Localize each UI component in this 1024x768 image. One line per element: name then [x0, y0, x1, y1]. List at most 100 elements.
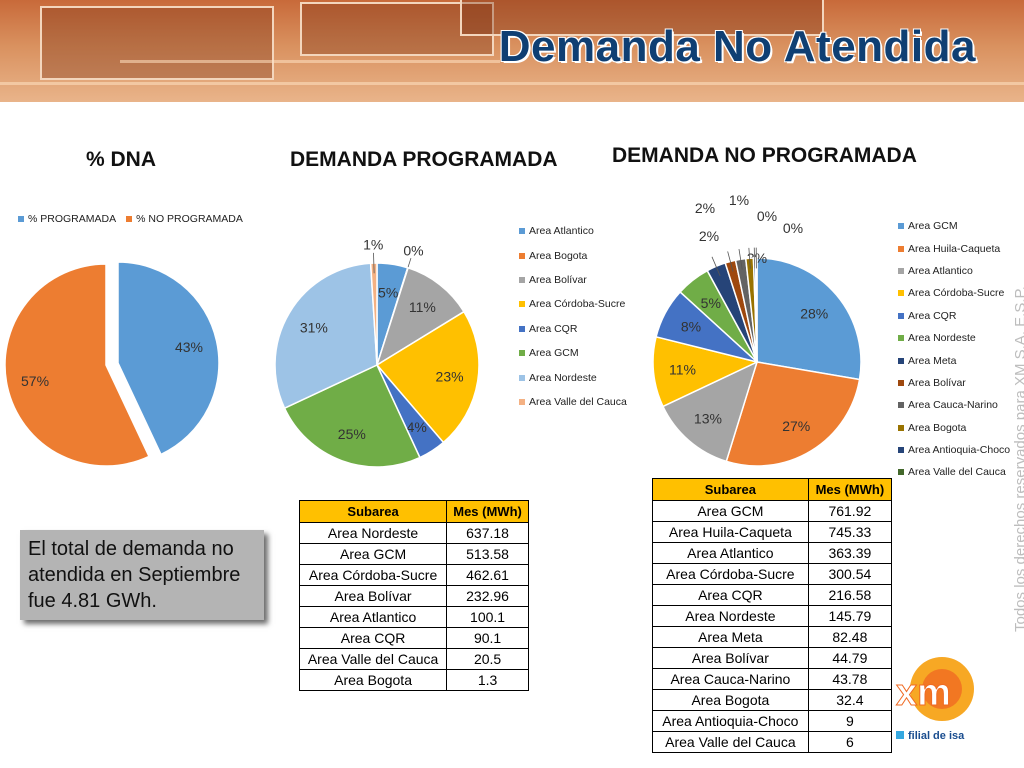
table-cell: Area Atlantico — [652, 542, 809, 564]
header-banner: Demanda No Atendida — [0, 0, 1024, 102]
page-title: Demanda No Atendida — [498, 22, 976, 71]
legend-dna: % PROGRAMADA % NO PROGRAMADA — [18, 212, 243, 226]
pie-data-label: 57% — [21, 373, 49, 389]
table-row: Area Córdoba-Sucre 462.61 — [298, 564, 529, 586]
table-cell: Area Bolívar — [652, 647, 809, 669]
table-row: Area Meta 82.48 — [652, 626, 893, 648]
table-row: Area Nordeste 145.79 — [652, 605, 893, 627]
pie-data-label: 4% — [407, 419, 427, 435]
table-header-row: Subarea Mes (MWh) — [652, 478, 893, 501]
pie-slice-programada — [117, 261, 220, 456]
table-cell: 462.61 — [446, 564, 529, 586]
table-cell: Area Córdoba-Sucre — [298, 564, 448, 586]
legend-swatch — [898, 379, 904, 386]
legend-swatch — [519, 228, 525, 235]
legend-item: Area Antioquia-Choco — [898, 439, 1010, 461]
table-cell: Area Huila-Caqueta — [652, 521, 809, 543]
table-cell: 216.58 — [807, 584, 893, 606]
legend-item: Area Atlantico — [519, 219, 627, 243]
table-cell: Area Bogota — [298, 669, 448, 691]
legend-item: Area Córdoba-Sucre — [898, 282, 1010, 304]
legend-no-programada: Area GCM Area Huila-Caqueta Area Atlantico… — [898, 215, 1010, 484]
legend-swatch — [519, 398, 525, 405]
logo-brand: xm — [896, 672, 951, 714]
logo-isa-square — [896, 731, 904, 739]
table-row: Area Bolívar 232.96 — [298, 585, 529, 607]
legend-item: Area Huila-Caqueta — [898, 237, 1010, 259]
table-row: Area Nordeste 637.18 — [298, 522, 529, 544]
logo-tagline: filial de isa — [908, 730, 965, 742]
legend-swatch — [898, 267, 904, 274]
chart-title-no-programada: DEMANDA NO PROGRAMADA — [612, 144, 917, 167]
legend-label: % NO PROGRAMADA — [136, 213, 243, 225]
pie-slice-area-huila-caqueta — [725, 361, 861, 467]
legend-swatch — [898, 223, 904, 230]
table-cell: Area GCM — [298, 543, 448, 565]
table-cell: 32.4 — [807, 689, 893, 711]
legend-label: % PROGRAMADA — [28, 213, 117, 225]
legend-item: Area Valle del Cauca — [519, 390, 627, 414]
pie-slice-no-programada — [4, 263, 151, 467]
logo-circle-inner — [922, 669, 962, 709]
table-cell: Area Atlantico — [298, 606, 448, 628]
pie-data-label: 2% — [699, 228, 719, 244]
summary-note: El total de demanda no atendida en Septi… — [20, 530, 264, 620]
pie-data-label: 3% — [747, 250, 767, 266]
legend-item: Area Nordeste — [519, 365, 627, 389]
table-cell: 6 — [807, 731, 893, 753]
table-cell: Area Bogota — [652, 689, 809, 711]
legend-label: Area Córdoba-Sucre — [529, 298, 626, 311]
table-cell: 43.78 — [807, 668, 893, 690]
table-row: Area Cauca-Narino 43.78 — [652, 668, 893, 690]
pie-slice-area-atlantico — [376, 262, 409, 366]
table-cell: Area Meta — [652, 626, 809, 648]
table-row: Area Bogota 32.4 — [652, 689, 893, 711]
table-cell: 145.79 — [807, 605, 893, 627]
legend-item: Area Bogota — [519, 243, 627, 267]
pie-data-label: 5% — [378, 284, 398, 300]
pie-data-label: 13% — [694, 411, 722, 427]
legend-swatch — [519, 350, 525, 357]
table-cell: Area Nordeste — [652, 605, 809, 627]
table-no-programada: Subarea Mes (MWh) Area GCM 761.92 Area Huil… — [652, 478, 893, 753]
legend-label: Area Bogota — [529, 249, 588, 262]
legend-swatch — [898, 245, 904, 252]
table-row: Area CQR 90.1 — [298, 627, 529, 649]
table-row: Area Bogota 1.3 — [298, 669, 529, 691]
legend-label: Area Valle del Cauca — [908, 466, 1006, 479]
table-cell: 100.1 — [446, 606, 529, 628]
legend-item: Area Cauca-Narino — [898, 394, 1010, 416]
table-header-cell: Subarea — [298, 500, 448, 523]
table-cell: Area Valle del Cauca — [298, 648, 448, 670]
table-cell: Area Antioquia-Choco — [652, 710, 809, 732]
legend-swatch — [519, 252, 525, 259]
legend-item: Area Atlantico — [898, 260, 1010, 282]
legend-item: Area GCM — [519, 341, 627, 365]
pie-leader-line — [711, 256, 721, 277]
table-cell: 761.92 — [807, 500, 893, 522]
legend-swatch — [898, 335, 904, 342]
table-cell: 637.18 — [446, 522, 529, 544]
legend-swatch — [519, 374, 525, 381]
pie-slice-area-bogota — [376, 266, 410, 366]
table-row: Area Atlantico 363.39 — [652, 542, 893, 564]
pie-slice-area-nordeste — [679, 269, 758, 363]
table-header-cell: Mes (MWh) — [446, 500, 529, 523]
legend-label: Area Bolívar — [529, 273, 587, 286]
table-cell: 9 — [807, 710, 893, 732]
banner-decor-monitor — [460, 0, 824, 36]
chart-title-programada: DEMANDA PROGRAMADA — [290, 148, 558, 171]
pie-data-label: 0% — [757, 208, 777, 224]
legend-swatch — [898, 447, 904, 454]
legend-swatch — [898, 424, 904, 431]
pie-slice-area-c-rdoba-sucre — [652, 335, 760, 408]
table-row: Area Antioquia-Choco 9 — [652, 710, 893, 732]
legend-label: Area CQR — [908, 309, 957, 322]
pie-slice-area-atlantico — [661, 360, 759, 463]
pie-slice-area-bol-var — [375, 266, 465, 367]
legend-label: Area Bogota — [908, 421, 967, 434]
pie-data-label: 5% — [701, 295, 721, 311]
table-cell: Area Nordeste — [298, 522, 448, 544]
pie-slice-area-valle-del-cauca — [369, 262, 378, 366]
pie-slice-area-gcm — [283, 364, 421, 468]
